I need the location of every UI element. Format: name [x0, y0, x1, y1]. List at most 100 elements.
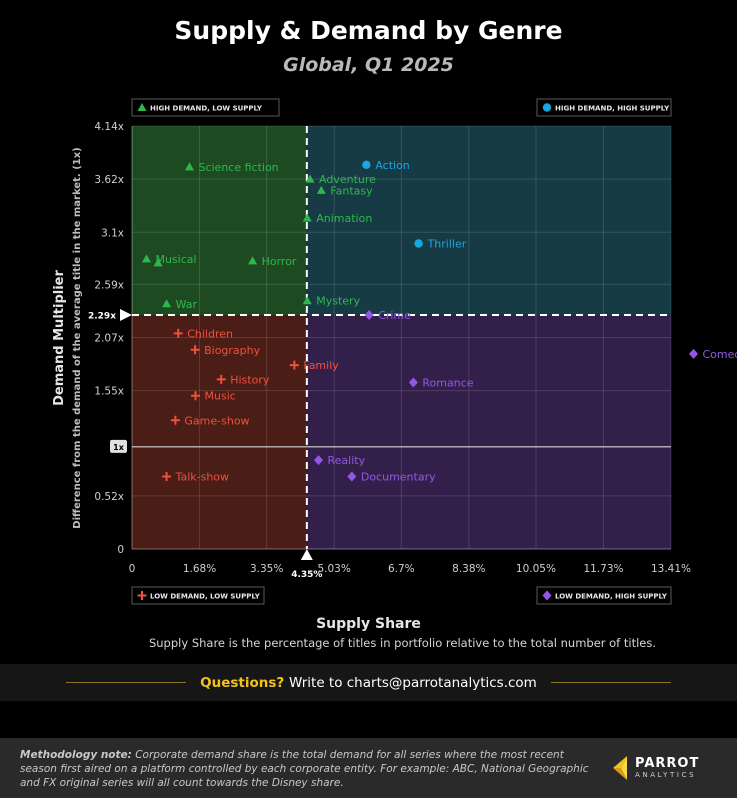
data-point: [347, 471, 357, 482]
data-point: [302, 213, 312, 222]
x-tick-label: 0: [129, 563, 136, 575]
data-label: Science fiction: [198, 161, 278, 174]
x-tick-label: 10.05%: [516, 563, 556, 575]
data-label: Comedy: [703, 348, 737, 361]
y-tick-label: 2.07x: [94, 333, 124, 345]
methodology-text: Corporate demand share is the total dema…: [20, 749, 589, 789]
legend-box: [131, 586, 265, 605]
legend-marker: [137, 103, 147, 111]
data-point: [216, 374, 226, 384]
questions-banner: Questions? Write to charts@parrotanalyti…: [0, 664, 737, 701]
data-label: Fantasy: [330, 184, 373, 197]
data-point: [302, 296, 312, 305]
x-tick-label: 8.38%: [452, 563, 485, 575]
quadrant-low-demand-low-supply: [132, 315, 307, 549]
scatter-chart: 1x 4.35% 2.29x 0 1.68% 3.35% 5.03% 6.7% 8.38% 10.…: [52, 98, 737, 605]
legend-label: LOW DEMAND, LOW SUPPLY: [150, 593, 261, 601]
data-point: [190, 345, 200, 355]
data-label: Biography: [204, 344, 261, 357]
y-tick-label: 2.59x: [94, 279, 124, 291]
data-point: [153, 258, 163, 267]
x-split-arrow: [300, 549, 313, 560]
x-tick-label: 1.68%: [183, 563, 216, 575]
data-point: [689, 348, 699, 359]
data-point: [248, 256, 258, 265]
baseline-label: 1x: [113, 443, 125, 452]
data-point: [173, 328, 183, 338]
legend-marker: [542, 103, 552, 112]
data-point: [162, 299, 172, 308]
data-point: [162, 471, 172, 481]
data-point: [313, 455, 323, 466]
y-axis-label: Demand Multiplier: [52, 270, 67, 406]
legend-marker: [137, 591, 147, 600]
data-point: [170, 415, 180, 425]
x-tick-label: 13.41%: [651, 563, 691, 575]
quadrant-low-demand-high-supply: [306, 315, 671, 549]
data-label: Romance: [422, 376, 473, 389]
data-label: Family: [303, 359, 339, 372]
legend-box: [131, 98, 280, 117]
x-tick-label: 3.35%: [250, 563, 283, 575]
legend-box: [536, 586, 672, 605]
data-label: Crime: [378, 309, 411, 322]
data-point: [141, 254, 151, 263]
data-point: [289, 360, 299, 370]
data-label: Horror: [262, 255, 297, 268]
data-label: Thriller: [427, 238, 467, 251]
logo-sub: ANALYTICS: [635, 770, 697, 779]
data-label: Mystery: [316, 295, 360, 308]
data-point: [414, 239, 423, 248]
y-tick-label: 0: [117, 544, 124, 556]
x-tick-label: 6.7%: [388, 563, 415, 575]
data-label: Action: [375, 159, 409, 172]
quadrant-high-demand-high-supply: [306, 126, 671, 316]
parrot-logo: PARROT ANALYTICS: [611, 755, 699, 781]
data-label: Adventure: [319, 173, 376, 186]
x-tick-label: 11.73%: [583, 563, 623, 575]
legend-marker: [542, 590, 552, 601]
y-tick-label: 4.14x: [94, 121, 124, 133]
questions-contact-link[interactable]: Write to charts@parrotanalytics.com: [288, 674, 537, 691]
chart-title: Supply & Demand by Genre: [174, 16, 563, 45]
data-point: [364, 310, 374, 321]
data-point: [305, 174, 315, 183]
legend-label: LOW DEMAND, HIGH SUPPLY: [555, 593, 668, 601]
methodology-note: Methodology note: Corporate demand share…: [20, 748, 600, 790]
data-label: Musical: [155, 253, 196, 266]
legend-label: HIGH DEMAND, LOW SUPPLY: [150, 105, 263, 113]
data-label: Children: [187, 327, 233, 340]
divider-left: [66, 682, 187, 683]
x-split-label: 4.35%: [291, 570, 322, 580]
data-label: History: [230, 373, 270, 386]
x-axis-label: Supply Share: [316, 616, 421, 632]
logo-name: PARROT: [635, 755, 700, 771]
data-label: Talk-show: [175, 470, 229, 483]
questions-lead: Questions?: [200, 674, 285, 691]
data-point: [316, 185, 326, 194]
baseline-badge: [110, 439, 127, 453]
chart-subtitle: Global, Q1 2025: [283, 54, 454, 76]
data-label: Reality: [327, 454, 365, 467]
data-label: Documentary: [361, 470, 436, 483]
parrot-logo-icon: [613, 756, 627, 780]
data-label: War: [176, 298, 198, 311]
y-split-label: 2.29x: [88, 312, 116, 322]
y-tick-label: 3.1x: [101, 227, 124, 239]
y-tick-label: 3.62x: [94, 174, 124, 186]
legend-box: [536, 98, 672, 117]
y-axis-note: Difference from the demand of the averag…: [72, 147, 83, 528]
y-split-arrow: [120, 309, 132, 322]
data-point: [362, 160, 371, 170]
footer: Methodology note: Corporate demand share…: [0, 738, 737, 798]
x-tick-label: 5.03%: [317, 563, 350, 575]
x-axis-note: Supply Share is the percentage of titles…: [148, 636, 657, 650]
divider-right: [550, 682, 671, 683]
legend-label: HIGH DEMAND, HIGH SUPPLY: [555, 105, 670, 113]
data-point: [408, 377, 418, 388]
data-label: Music: [205, 390, 236, 403]
data-point: [191, 391, 201, 401]
data-label: Animation: [316, 212, 372, 225]
y-tick-label: 0.52x: [94, 491, 124, 503]
data-point: [184, 162, 194, 171]
